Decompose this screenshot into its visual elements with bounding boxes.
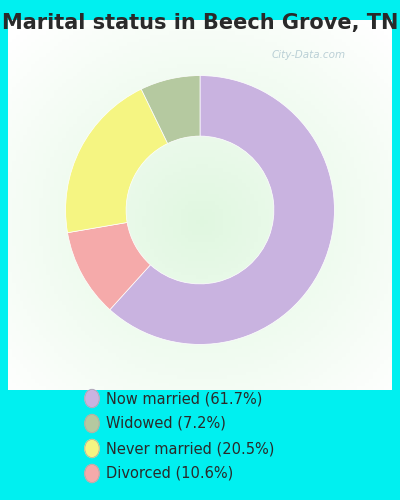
Text: City-Data.com: City-Data.com xyxy=(272,50,346,59)
Wedge shape xyxy=(141,76,200,144)
Text: Divorced (10.6%): Divorced (10.6%) xyxy=(106,466,233,481)
Text: Never married (20.5%): Never married (20.5%) xyxy=(106,441,274,456)
Wedge shape xyxy=(66,89,168,233)
Text: Now married (61.7%): Now married (61.7%) xyxy=(106,391,262,406)
Wedge shape xyxy=(110,76,334,344)
Wedge shape xyxy=(68,222,150,310)
Text: Widowed (7.2%): Widowed (7.2%) xyxy=(106,416,226,431)
Text: Marital status in Beech Grove, TN: Marital status in Beech Grove, TN xyxy=(2,12,398,32)
